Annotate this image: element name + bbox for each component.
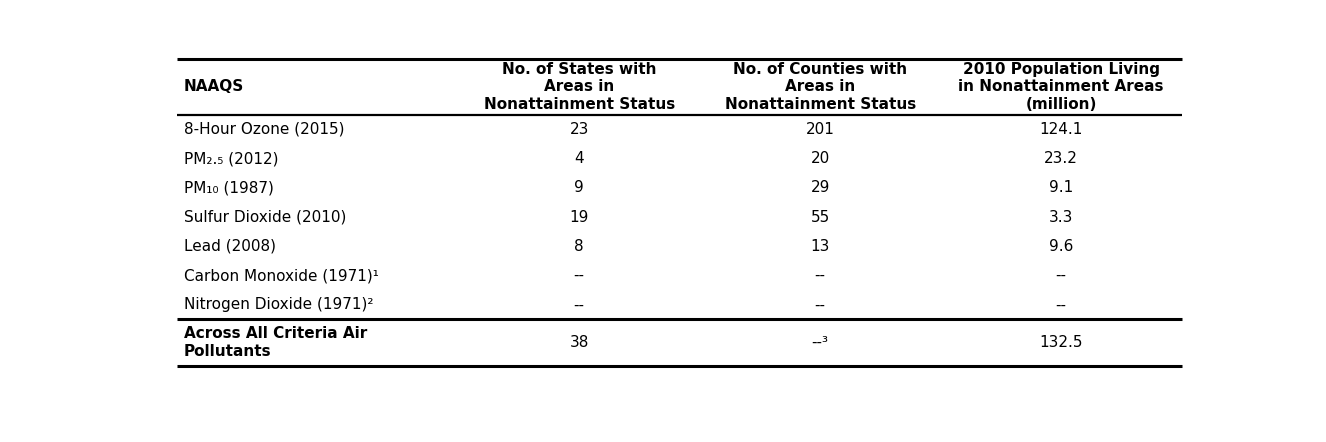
Text: --: -- [574, 297, 585, 312]
Text: --: -- [814, 297, 826, 312]
Text: PM₂.₅ (2012): PM₂.₅ (2012) [183, 151, 278, 166]
Text: 3.3: 3.3 [1049, 210, 1074, 225]
Text: --: -- [1055, 297, 1066, 312]
Text: --: -- [1055, 268, 1066, 283]
Text: PM₁₀ (1987): PM₁₀ (1987) [183, 180, 273, 195]
Text: NAAQS: NAAQS [183, 80, 244, 95]
Text: 55: 55 [810, 210, 830, 225]
Text: 29: 29 [810, 180, 830, 195]
Text: 8: 8 [574, 239, 583, 254]
Text: 23: 23 [569, 122, 589, 137]
Text: 201: 201 [806, 122, 834, 137]
Text: Sulfur Dioxide (2010): Sulfur Dioxide (2010) [183, 210, 346, 225]
Text: 4: 4 [574, 151, 583, 166]
Text: 9.1: 9.1 [1049, 180, 1073, 195]
Text: --³: --³ [812, 335, 829, 350]
Text: 38: 38 [569, 335, 589, 350]
Text: 13: 13 [810, 239, 830, 254]
Text: No. of States with
Areas in
Nonattainment Status: No. of States with Areas in Nonattainmen… [484, 62, 675, 112]
Text: 124.1: 124.1 [1040, 122, 1083, 137]
Text: 9.6: 9.6 [1049, 239, 1074, 254]
Text: --: -- [574, 268, 585, 283]
Text: Nitrogen Dioxide (1971)²: Nitrogen Dioxide (1971)² [183, 297, 373, 312]
Text: 9: 9 [574, 180, 583, 195]
Text: 2010 Population Living
in Nonattainment Areas
(million): 2010 Population Living in Nonattainment … [959, 62, 1164, 112]
Text: 23.2: 23.2 [1045, 151, 1078, 166]
Text: No. of Counties with
Areas in
Nonattainment Status: No. of Counties with Areas in Nonattainm… [724, 62, 916, 112]
Text: 19: 19 [569, 210, 589, 225]
Text: Across All Criteria Air
Pollutants: Across All Criteria Air Pollutants [183, 326, 367, 359]
Text: Carbon Monoxide (1971)¹: Carbon Monoxide (1971)¹ [183, 268, 378, 283]
Text: 132.5: 132.5 [1040, 335, 1083, 350]
Text: 20: 20 [810, 151, 830, 166]
Text: --: -- [814, 268, 826, 283]
Text: 8-Hour Ozone (2015): 8-Hour Ozone (2015) [183, 122, 343, 137]
Text: Lead (2008): Lead (2008) [183, 239, 276, 254]
